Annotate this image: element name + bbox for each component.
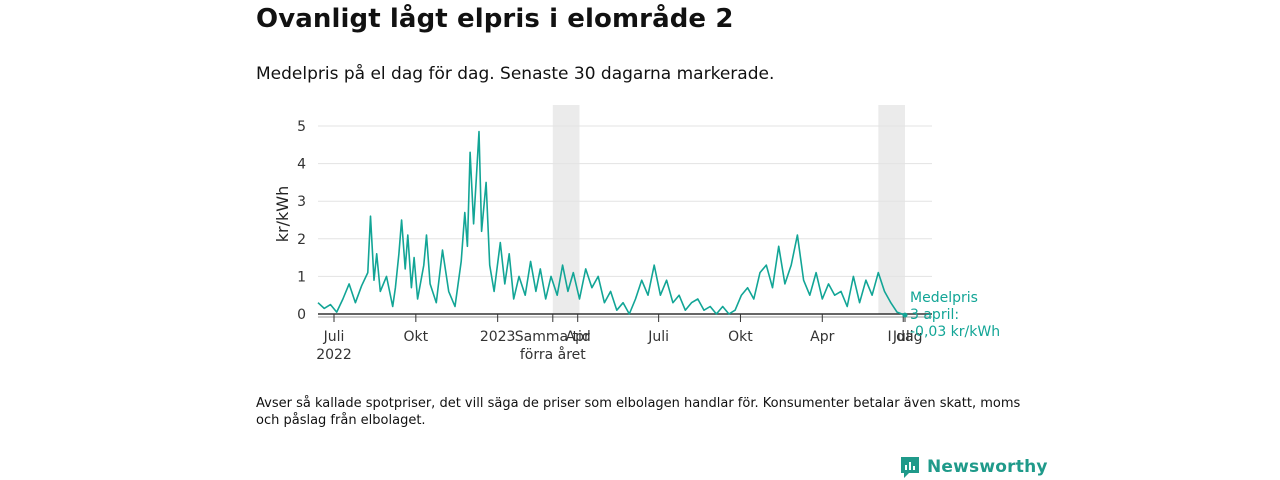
- price-line-chart: 0 1 2 3 4 5 kr/kWh Juli 2022 Okt 2023 Apr Juli Okt S…: [273, 105, 1000, 363]
- y-tick-label-0: 0: [297, 307, 306, 323]
- x-tick-label-6: Samma tid: [515, 329, 591, 345]
- highlight-band-2: [878, 105, 905, 314]
- annotation-line-3: -0,03 kr/kWh: [910, 324, 1000, 340]
- y-axis-ticks: 0 1 2 3 4 5: [297, 119, 306, 323]
- x-tick-label-4: Juli: [647, 329, 669, 345]
- x-tick-label-8: Juli: [892, 329, 914, 345]
- x-axis: Juli 2022 Okt 2023 Apr Juli Okt Samma tidförra …: [316, 313, 932, 363]
- x-tick-label-5: Okt: [728, 329, 753, 345]
- footnote: Avser så kallade spotpriser, det vill sä…: [256, 396, 1021, 428]
- x-tick-label-2: 2023: [480, 329, 516, 345]
- series-line-elpris: [317, 130, 906, 316]
- brand-name: Newsworthy: [927, 457, 1048, 477]
- y-tick-label-5: 5: [297, 119, 306, 135]
- x-tick-sublabel-6: förra året: [520, 346, 586, 363]
- chart-subtitle: Medelpris på el dag för dag. Senaste 30 …: [256, 64, 775, 84]
- x-tick-label-1: Okt: [404, 329, 429, 345]
- x-tick-sublabel-0: 2022: [316, 347, 352, 363]
- chart-title: Ovanligt lågt elpris i elområde 2: [256, 4, 734, 34]
- x-tick-label-7: Apr: [810, 329, 834, 345]
- gridlines: [318, 125, 932, 277]
- x-tick-label-3: Apr: [566, 329, 590, 345]
- y-tick-label-4: 4: [297, 157, 306, 173]
- brand-logo[interactable]: Newsworthy: [899, 455, 1048, 479]
- x-tick-label-0: Juli: [323, 329, 345, 345]
- x-tick-label-9: I dag: [888, 329, 923, 345]
- y-tick-label-3: 3: [297, 194, 306, 210]
- y-tick-label-2: 2: [297, 232, 306, 248]
- y-tick-label-1: 1: [297, 269, 306, 285]
- annotation-line-1: Medelpris: [910, 290, 978, 306]
- y-axis-label: kr/kWh: [273, 186, 292, 242]
- chart-speech-bubble-icon: [901, 457, 919, 478]
- annotation-line-2: 3 april:: [910, 307, 959, 323]
- latest-value-annotation: Medelpris 3 april: -0,03 kr/kWh: [910, 290, 1000, 340]
- last-data-point: [902, 312, 908, 318]
